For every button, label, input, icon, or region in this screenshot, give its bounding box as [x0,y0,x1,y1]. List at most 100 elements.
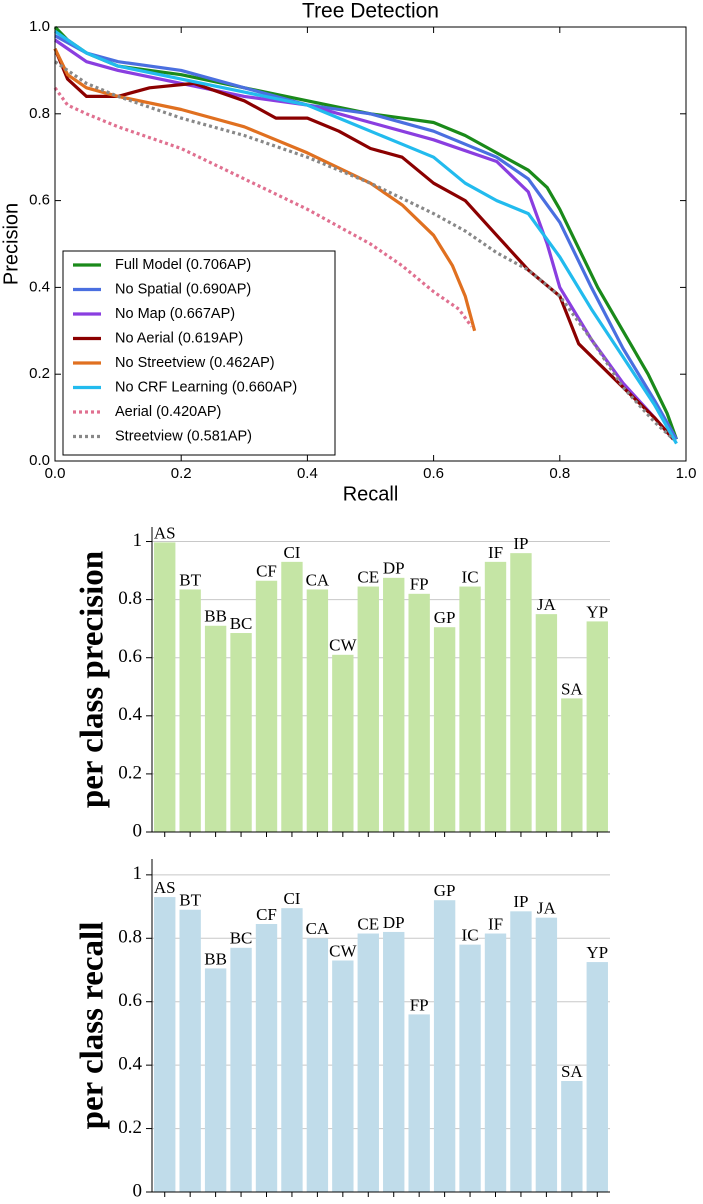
bar [255,924,278,1192]
x-tick-label: 0.6 [423,465,444,482]
bar [484,933,507,1192]
bar-category-label: DP [383,913,405,932]
series-line [54,60,675,441]
y-tick-label: 0.4 [29,278,50,295]
bar-category-label: SA [561,679,583,698]
bar-category-label: JA [537,899,557,918]
bar [408,1014,430,1192]
bar-category-label: CW [329,941,357,960]
y-axis-label: Precision [0,203,22,285]
bar-category-label: CF [256,905,277,924]
bar [484,561,507,832]
x-tick-label: 0.8 [549,465,570,482]
series-line [54,34,678,441]
bar-category-label: GP [434,608,456,627]
bar [357,586,379,832]
bar-category-label: YP [586,943,608,962]
bar [204,625,227,832]
bar [306,589,329,832]
chart-title: Tree Detection [302,0,439,23]
series-line [54,38,675,441]
bar [179,909,201,1192]
x-tick-label: 0.4 [297,465,318,482]
bar-category-label: CI [283,543,300,562]
bar-category-label: BC [230,614,253,633]
bar-category-label: AS [154,878,176,897]
y-tick-label: 0.4 [118,704,142,725]
bar-category-label: SA [561,1062,583,1081]
bar [586,962,608,1192]
bar [255,580,278,832]
bar-category-label: AS [154,523,176,542]
bar [179,589,201,832]
bar-category-label: BT [179,891,201,910]
y-tick-label: 0.8 [29,105,50,122]
bar-category-label: IC [462,567,479,586]
bar-category-label: BC [230,929,253,948]
y-tick-label: 0.2 [118,1117,142,1138]
bar-category-label: IF [488,543,503,562]
bar-category-label: BT [179,570,201,589]
y-tick-label: 0.6 [118,646,142,667]
y-tick-label: 0.2 [118,762,142,783]
bar-category-label: CF [256,562,277,581]
bar [383,577,405,832]
bar [510,911,532,1192]
legend-label: No Streetview (0.462AP) [115,355,275,371]
bar [408,593,430,832]
bar [154,542,176,832]
bar-category-label: BB [204,949,227,968]
bar [433,627,456,832]
plot-frame [54,26,687,462]
bar-category-label: CW [329,636,357,655]
legend-label: No Aerial (0.619AP) [115,330,243,346]
bar-category-label: CA [306,570,330,589]
bar [230,633,252,832]
y-tick-label: 1 [133,863,143,884]
bar-category-label: FP [410,995,429,1014]
y-tick-label: 0.2 [29,365,50,382]
bar [332,654,354,832]
bar-category-label: IP [513,892,528,911]
bar [561,698,583,832]
bar [459,944,481,1192]
series-line [53,86,473,328]
bar-category-label: DP [383,559,405,578]
y-tick-label: 0.8 [118,588,142,609]
bar [535,917,558,1192]
y-tick-label: 0.0 [29,452,50,469]
bar [561,1081,583,1192]
y-tick-label: 0.6 [118,990,142,1011]
x-tick-label: 0.0 [45,465,66,482]
bar [332,960,354,1192]
bar [281,908,303,1192]
bar-category-label: CI [283,889,300,908]
bar [357,933,379,1192]
y-tick-label: 1.0 [29,18,50,35]
bar-category-label: CE [357,914,379,933]
bar [281,561,303,832]
legend-label: Streetview (0.581AP) [115,428,252,444]
bar-category-label: YP [586,602,608,621]
x-axis-label: Recall [343,483,399,505]
y-axis-label: per class precision [75,551,111,808]
bar-category-label: FP [410,575,429,594]
bar-category-label: IC [462,926,479,945]
bar-category-label: GP [434,881,456,900]
bar [383,931,405,1192]
bar [154,897,176,1192]
bar-category-label: BB [204,607,227,626]
bar-category-label: CE [357,567,379,586]
bar-category-label: JA [537,595,557,614]
series-line [53,48,477,332]
legend-label: No Spatial (0.690AP) [115,281,251,297]
y-tick-label: 0 [133,820,143,841]
bar-category-label: CA [306,919,330,938]
bar [204,968,227,1192]
y-tick-label: 1 [133,530,143,551]
y-tick-label: 0.4 [118,1054,142,1075]
y-axis-label: per class recall [75,922,111,1130]
x-tick-label: 0.2 [171,465,192,482]
legend-label: Full Model (0.706AP) [115,257,251,273]
